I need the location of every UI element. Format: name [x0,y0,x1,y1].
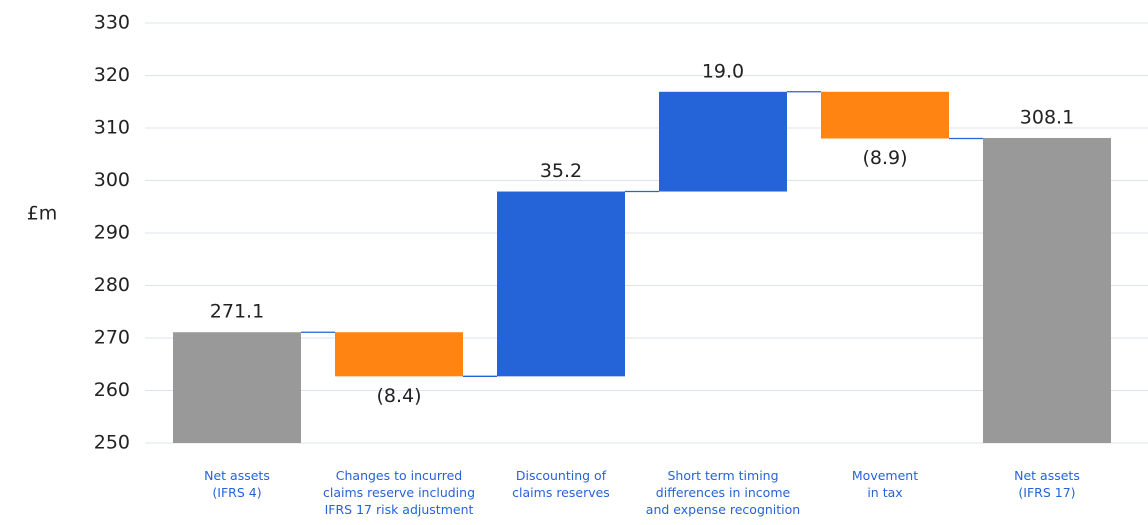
data-label: 35.2 [540,160,582,182]
x-tick-label: Net assets (IFRS 4) [204,468,270,500]
x-tick-label: Discounting of claims reserves [512,468,610,500]
y-tick-label: 280 [94,274,130,296]
y-tick-label: 290 [94,222,130,244]
bar [659,91,787,192]
bar [497,191,625,377]
y-tick-label: 270 [94,327,130,349]
x-tick-label: Short term timing differences in income … [645,468,801,517]
bar [335,332,463,377]
y-tick-label: 320 [94,64,130,86]
data-label: (8.4) [376,385,421,407]
data-label: 308.1 [1020,106,1074,128]
y-tick-label: 260 [94,379,130,401]
data-label: 271.1 [210,301,264,323]
y-tick-label: 250 [94,432,130,454]
data-label: (8.9) [862,147,907,169]
y-tick-label: 310 [94,117,130,139]
data-label: 19.0 [702,60,744,82]
x-tick-label: Net assets (IFRS 17) [1014,468,1080,500]
x-tick-label: Movement in tax [851,468,919,500]
y-tick-label: 300 [94,169,130,191]
bar [983,137,1111,443]
y-tick-label: 330 [94,12,130,34]
y-axis-label: £m [27,203,58,225]
bar [821,91,949,139]
bar [173,332,301,443]
x-tick-label: Changes to incurred claims reserve inclu… [322,468,476,517]
